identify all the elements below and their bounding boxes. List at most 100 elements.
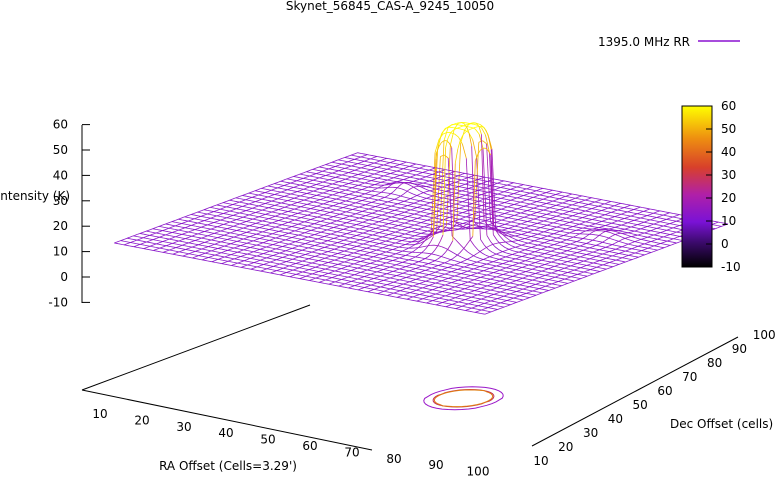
mesh-segment bbox=[253, 237, 258, 239]
mesh-segment bbox=[286, 246, 291, 249]
mesh-segment bbox=[431, 184, 435, 186]
mesh-segment bbox=[609, 247, 614, 250]
mesh-segment bbox=[338, 163, 342, 166]
x-tick-label: 90 bbox=[428, 458, 443, 472]
mesh-segment bbox=[519, 219, 524, 222]
mesh-segment bbox=[495, 253, 501, 256]
mesh-segment bbox=[389, 201, 394, 204]
mesh-segment bbox=[564, 242, 569, 245]
mesh-segment bbox=[209, 228, 213, 230]
mesh-segment bbox=[174, 235, 177, 238]
mesh-segment bbox=[371, 162, 375, 165]
mesh-segment bbox=[337, 217, 342, 219]
mesh-segment bbox=[137, 247, 142, 249]
mesh-segment bbox=[668, 230, 673, 232]
mesh-segment bbox=[251, 256, 255, 259]
mesh-segment bbox=[405, 284, 410, 286]
mesh-segment bbox=[357, 213, 362, 216]
mesh-segment bbox=[485, 205, 490, 208]
mesh-segment bbox=[313, 228, 317, 230]
mesh-segment bbox=[487, 282, 492, 284]
mesh-segment bbox=[318, 245, 323, 248]
mesh-segment bbox=[422, 171, 426, 173]
mesh-segment bbox=[622, 242, 627, 244]
mesh-segment bbox=[279, 224, 283, 227]
mesh-segment bbox=[246, 206, 251, 209]
mesh-segment bbox=[280, 231, 285, 233]
mesh-segment bbox=[265, 210, 270, 212]
mesh-segment bbox=[216, 231, 220, 233]
mesh-segment bbox=[238, 212, 241, 214]
mesh-segment bbox=[354, 158, 358, 160]
mesh-segment bbox=[425, 170, 428, 172]
mesh-segment bbox=[347, 210, 351, 212]
mesh-segment bbox=[364, 251, 369, 253]
mesh-segment bbox=[271, 186, 276, 188]
mesh-segment bbox=[412, 195, 416, 198]
mesh-segment bbox=[506, 202, 511, 205]
mesh-segment bbox=[230, 215, 234, 217]
mesh-segment bbox=[383, 243, 388, 246]
mesh-segment bbox=[169, 224, 174, 226]
mesh-segment bbox=[384, 226, 389, 228]
mesh-segment bbox=[234, 224, 238, 227]
mesh-segment bbox=[334, 214, 338, 217]
mesh-segment bbox=[179, 228, 183, 230]
mesh-segment bbox=[247, 250, 252, 252]
y-tick-label: 70 bbox=[682, 370, 697, 384]
mesh-segment bbox=[435, 188, 439, 190]
mesh-segment bbox=[235, 237, 240, 239]
mesh-segment bbox=[299, 191, 304, 194]
mesh-segment bbox=[333, 277, 338, 280]
mesh-segment bbox=[648, 233, 653, 235]
mesh-segment bbox=[311, 168, 315, 171]
mesh-segment bbox=[249, 251, 253, 254]
mesh-segment bbox=[176, 234, 180, 237]
mesh-segment bbox=[417, 279, 422, 281]
mesh-segment bbox=[543, 206, 548, 208]
floor-contours bbox=[423, 386, 504, 411]
mesh-segment bbox=[346, 166, 349, 169]
mesh-segment bbox=[316, 194, 320, 196]
mesh-segment bbox=[345, 240, 350, 242]
mesh-segment bbox=[642, 218, 647, 220]
mesh-segment bbox=[284, 216, 288, 219]
mesh-segment bbox=[413, 166, 418, 169]
mesh-segment bbox=[378, 289, 383, 292]
mesh-segment bbox=[189, 221, 194, 223]
mesh-segment bbox=[265, 199, 270, 202]
mesh-segment bbox=[149, 228, 153, 231]
mesh-segment bbox=[325, 207, 329, 209]
mesh-segment bbox=[434, 139, 440, 153]
mesh-segment bbox=[190, 232, 195, 234]
mesh-segment bbox=[264, 196, 268, 199]
mesh-segment bbox=[450, 128, 455, 145]
mesh-segment bbox=[508, 300, 513, 302]
mesh-segment bbox=[308, 196, 312, 199]
mesh-segment bbox=[532, 225, 537, 228]
floor-left-edge bbox=[81, 304, 311, 391]
mesh-segment bbox=[160, 246, 164, 248]
mesh-segment bbox=[303, 226, 307, 228]
mesh-segment bbox=[467, 126, 472, 128]
mesh-segment bbox=[300, 205, 304, 208]
mesh-segment bbox=[256, 205, 259, 208]
mesh-segment bbox=[408, 165, 412, 168]
mesh-segment bbox=[414, 174, 418, 176]
mesh-segment bbox=[261, 197, 265, 200]
mesh-segment bbox=[221, 248, 226, 251]
mesh-segment bbox=[480, 262, 485, 265]
mesh-segment bbox=[222, 223, 226, 226]
mesh-segment bbox=[249, 224, 253, 227]
mesh-segment bbox=[242, 245, 247, 248]
mesh-segment bbox=[294, 191, 298, 193]
mesh-segment bbox=[259, 248, 263, 250]
mesh-segment bbox=[208, 239, 212, 242]
mesh-segment bbox=[343, 194, 347, 197]
mesh-segment bbox=[183, 234, 188, 236]
mesh-segment bbox=[311, 223, 315, 226]
mesh-segment bbox=[180, 222, 184, 225]
mesh-segment bbox=[162, 226, 167, 229]
mesh-segment bbox=[287, 188, 291, 191]
mesh-segment bbox=[384, 207, 388, 209]
